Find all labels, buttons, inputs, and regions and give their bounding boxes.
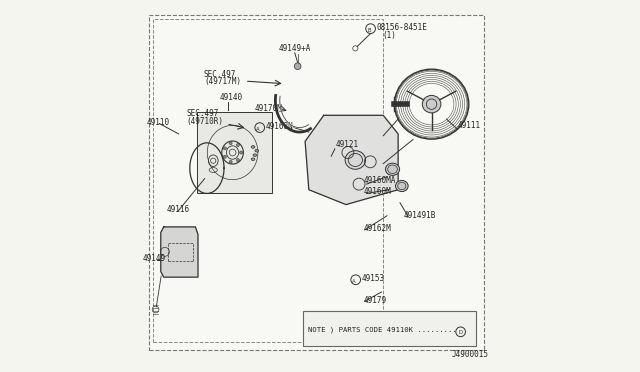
Circle shape bbox=[229, 142, 232, 145]
Bar bbox=[197, 112, 271, 193]
Circle shape bbox=[223, 147, 227, 150]
Text: B: B bbox=[367, 28, 371, 33]
Text: NOTE ) PARTS CODE 49110K .........: NOTE ) PARTS CODE 49110K ......... bbox=[308, 327, 457, 333]
Circle shape bbox=[239, 151, 243, 154]
Ellipse shape bbox=[422, 95, 441, 113]
Text: 49121: 49121 bbox=[336, 140, 359, 149]
Text: 491491B: 491491B bbox=[404, 211, 436, 219]
Circle shape bbox=[236, 158, 239, 161]
Bar bbox=[152, 19, 383, 342]
Text: 49153: 49153 bbox=[362, 274, 385, 283]
Circle shape bbox=[294, 63, 301, 70]
Text: 49160M: 49160M bbox=[364, 187, 391, 196]
Ellipse shape bbox=[253, 154, 257, 157]
Polygon shape bbox=[305, 115, 398, 205]
Ellipse shape bbox=[255, 150, 259, 152]
Text: A: A bbox=[353, 279, 356, 284]
Circle shape bbox=[223, 155, 227, 158]
Circle shape bbox=[229, 160, 232, 163]
Ellipse shape bbox=[251, 158, 255, 161]
Text: 49179: 49179 bbox=[364, 296, 387, 305]
Text: 49170M: 49170M bbox=[255, 104, 283, 113]
Polygon shape bbox=[161, 227, 198, 277]
Text: SEC.497: SEC.497 bbox=[204, 70, 236, 79]
Text: 49162M: 49162M bbox=[364, 224, 391, 233]
Text: 49110: 49110 bbox=[147, 118, 170, 126]
Circle shape bbox=[236, 144, 239, 147]
Text: (49710R): (49710R) bbox=[186, 116, 223, 125]
Text: D: D bbox=[459, 330, 463, 336]
Text: (1): (1) bbox=[382, 31, 396, 40]
Text: SEC.497: SEC.497 bbox=[186, 109, 218, 118]
Text: 49160MA: 49160MA bbox=[364, 176, 396, 185]
FancyBboxPatch shape bbox=[303, 311, 476, 346]
Text: J4900015: J4900015 bbox=[452, 350, 489, 359]
Text: 08156-8451E: 08156-8451E bbox=[376, 23, 428, 32]
Text: 49111: 49111 bbox=[458, 121, 481, 130]
Text: 49140: 49140 bbox=[220, 93, 243, 102]
Text: 49149+A: 49149+A bbox=[279, 44, 312, 53]
Ellipse shape bbox=[251, 146, 255, 148]
Text: 49116: 49116 bbox=[167, 205, 190, 214]
Ellipse shape bbox=[396, 180, 408, 192]
Ellipse shape bbox=[345, 151, 365, 169]
Text: A: A bbox=[257, 126, 260, 132]
Text: (49717M): (49717M) bbox=[204, 77, 241, 86]
Ellipse shape bbox=[385, 163, 399, 176]
Text: 49168N: 49168N bbox=[266, 122, 293, 131]
Text: 49149: 49149 bbox=[142, 254, 165, 263]
